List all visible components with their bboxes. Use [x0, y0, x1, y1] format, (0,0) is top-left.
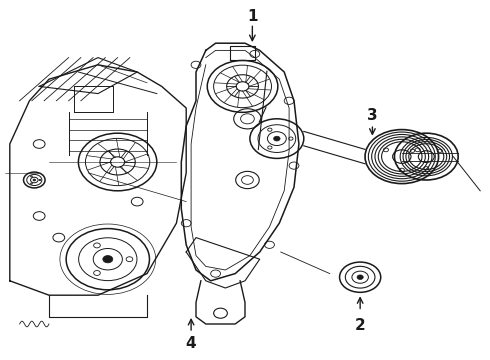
Circle shape — [103, 256, 113, 263]
Circle shape — [357, 275, 363, 279]
Text: 4: 4 — [186, 336, 196, 351]
Circle shape — [273, 136, 280, 141]
Text: 3: 3 — [367, 108, 378, 123]
Text: 1: 1 — [247, 9, 258, 24]
Circle shape — [33, 179, 36, 181]
Text: 2: 2 — [355, 318, 366, 333]
